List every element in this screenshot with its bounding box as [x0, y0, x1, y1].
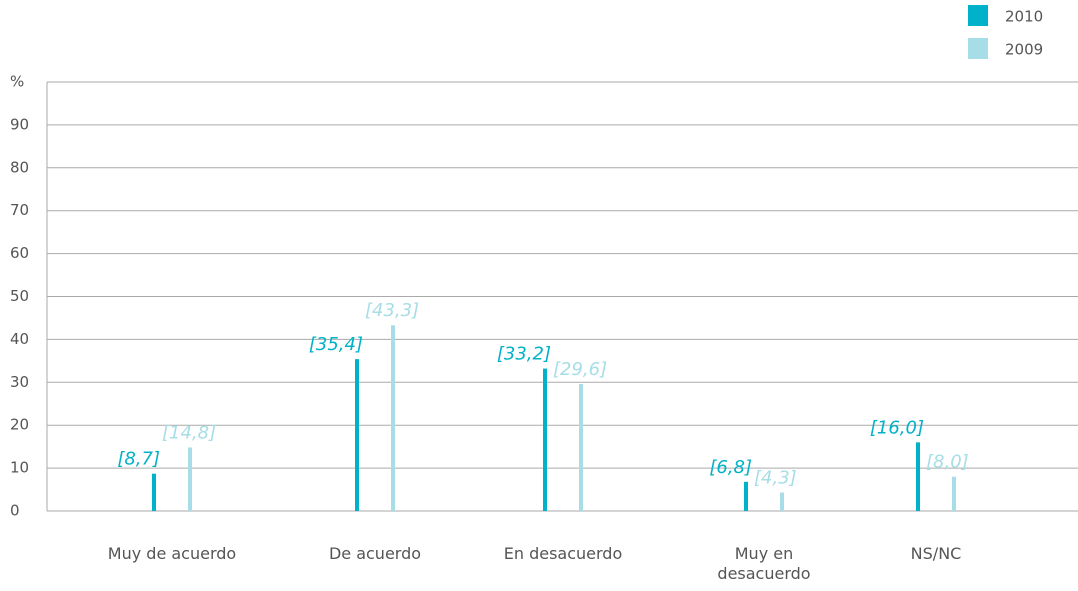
legend-swatch: [968, 5, 988, 26]
bar: [579, 384, 583, 511]
bar: [391, 325, 395, 511]
y-tick-label: 70: [10, 201, 29, 219]
legend-label: 2010: [1005, 8, 1043, 26]
bar: [780, 492, 784, 511]
x-tick-label: En desacuerdo: [503, 544, 623, 563]
value-label: [8,7]: [117, 449, 160, 470]
value-label: [16,0]: [870, 417, 924, 438]
y-tick-label: 60: [10, 244, 29, 262]
value-label: [4,3]: [754, 468, 797, 489]
legend-swatch: [968, 38, 988, 59]
y-tick-label: 0: [10, 502, 20, 520]
value-label: [35,4]: [309, 334, 363, 355]
y-tick-label: 30: [10, 373, 29, 391]
value-label: [33,2]: [497, 344, 551, 365]
y-tick-label: 90: [10, 115, 29, 133]
bar: [188, 447, 192, 511]
x-tick-label: Muy de acuerdo: [107, 544, 237, 563]
y-tick-label: 50: [10, 287, 29, 305]
x-tick-label: De acuerdo: [328, 544, 422, 563]
bar: [543, 368, 547, 511]
value-label: [43,3]: [365, 300, 419, 321]
bar: [744, 481, 748, 511]
x-tick-label: NS/NC: [910, 544, 962, 563]
y-tick-label: %: [10, 73, 24, 91]
value-label: [29,6]: [553, 359, 607, 380]
value-label: [14,8]: [162, 423, 216, 444]
bar: [355, 359, 359, 511]
y-tick-label: 20: [10, 416, 29, 434]
y-tick-label: 80: [10, 158, 29, 176]
y-tick-label: 40: [10, 330, 29, 348]
y-tick-label: 10: [10, 459, 29, 477]
value-label: [8,0]: [926, 452, 969, 473]
x-tick-label: Muy en desacuerdo: [717, 544, 811, 583]
bar: [952, 476, 956, 511]
bar: [916, 442, 920, 511]
value-label: [6,8]: [709, 457, 752, 478]
legend-label: 2009: [1005, 41, 1043, 59]
bar: [152, 473, 156, 511]
